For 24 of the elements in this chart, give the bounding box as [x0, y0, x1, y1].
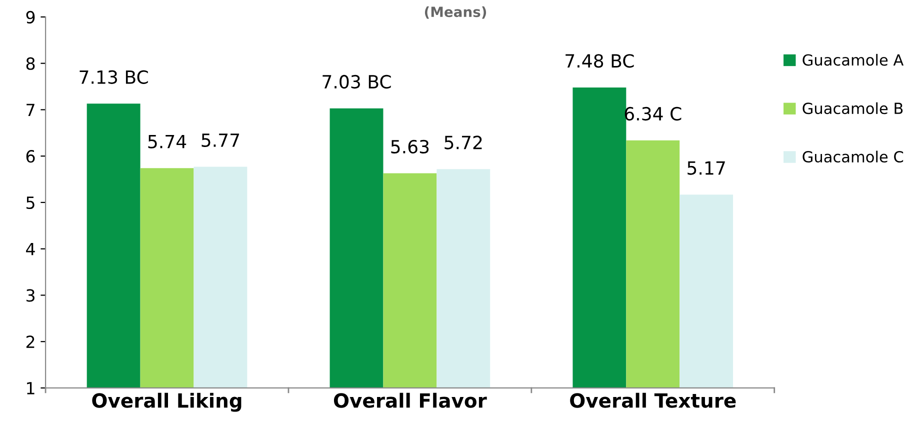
- data-label: 5.17: [688, 161, 725, 175]
- y-tick-label: 3: [26, 289, 34, 302]
- y-tick-label: 6: [26, 150, 35, 163]
- x-tick-label: Overall Texture: [570, 392, 736, 408]
- y-tick-label: 7: [26, 104, 34, 116]
- x-tick-label: Overall Liking: [92, 392, 242, 412]
- y-tick-label: 2: [26, 336, 34, 348]
- legend-label: Guacamole B: [802, 102, 903, 114]
- legend-label: Guacamole A: [802, 54, 904, 66]
- data-label: 5.77: [202, 134, 240, 148]
- y-tick-label: 4: [26, 243, 35, 256]
- data-label: 7.13 BC: [80, 70, 148, 84]
- chart-subtitle: (Means): [424, 6, 486, 19]
- data-label: 5.72: [444, 136, 482, 150]
- x-tick-label: Overall Flavor: [334, 392, 487, 408]
- data-label: 5.74: [148, 134, 186, 148]
- data-label: 5.63: [391, 140, 429, 154]
- legend-label: Guacamole C: [802, 150, 904, 163]
- data-label: 7.48 BC: [566, 54, 634, 68]
- y-tick-label: 8: [26, 57, 35, 70]
- data-label: 7.03 BC: [322, 74, 391, 89]
- y-tick-label: 1: [27, 382, 34, 394]
- y-tick-label: 9: [26, 10, 35, 24]
- y-tick-label: 5: [26, 196, 34, 210]
